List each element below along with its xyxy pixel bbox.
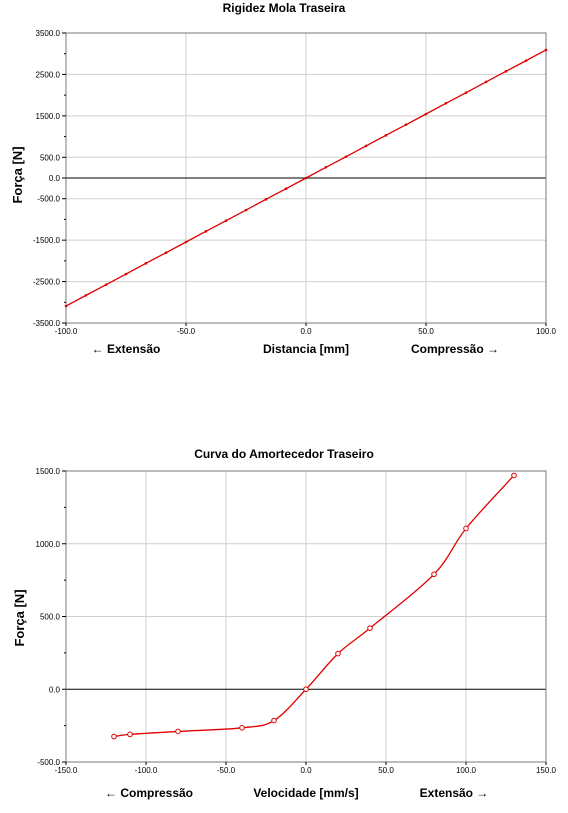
data-point — [224, 219, 228, 222]
y-tick-label: -3500.0 — [33, 319, 61, 328]
data-point — [304, 176, 308, 180]
data-point — [524, 59, 528, 62]
data-point — [364, 144, 368, 148]
data-point — [264, 198, 268, 201]
data-point — [284, 187, 288, 190]
data-point — [464, 91, 468, 94]
data-point — [424, 112, 428, 116]
x-tick-label: -100.0 — [55, 327, 78, 336]
data-point — [144, 262, 148, 265]
data-point — [324, 166, 328, 169]
x-tick-label: -50.0 — [177, 327, 196, 336]
spring-stiffness-chart: Rigidez Mola Traseira Força [N] ← Extens… — [10, 1, 557, 356]
y-tick-label: 0.0 — [49, 685, 61, 694]
x-tick-label: 50.0 — [418, 327, 434, 336]
data-point — [384, 134, 388, 137]
data-point — [271, 717, 277, 724]
data-point — [127, 731, 133, 738]
data-point — [463, 525, 469, 532]
data-point — [64, 304, 68, 308]
x-tick-label: 100.0 — [536, 327, 557, 336]
data-point — [504, 70, 508, 73]
y-tick-label: -500.0 — [37, 195, 60, 204]
y-tick-label: -1500.0 — [33, 236, 61, 245]
data-point — [431, 571, 437, 578]
y-tick-label: 500.0 — [40, 613, 61, 622]
x-tick-label: -50.0 — [217, 766, 236, 775]
data-point — [444, 102, 448, 105]
y-tick-label: 1500.0 — [36, 467, 61, 476]
data-point — [84, 294, 88, 297]
y-tick-label: 1500.0 — [36, 112, 61, 121]
y-axis-label: Força [N] — [12, 589, 27, 646]
x-tick-label: 0.0 — [300, 766, 312, 775]
chart-title: Rigidez Mola Traseira — [223, 1, 346, 15]
direction-left-label: ← Extensão — [92, 342, 161, 356]
x-tick-label: 50.0 — [378, 766, 394, 775]
data-point — [124, 272, 128, 276]
data-point — [511, 472, 517, 479]
data-point — [303, 686, 309, 693]
x-tick-label: 100.0 — [456, 766, 477, 775]
y-tick-label: 500.0 — [40, 153, 61, 162]
x-tick-label: 150.0 — [536, 766, 557, 775]
data-point — [404, 123, 408, 126]
x-axis-label: Velocidade [mm/s] — [253, 786, 358, 800]
data-point — [111, 733, 117, 740]
x-tick-label: 0.0 — [300, 327, 312, 336]
data-point — [175, 728, 181, 735]
data-point — [244, 208, 248, 212]
y-tick-label: -500.0 — [37, 758, 60, 767]
data-point — [344, 155, 348, 158]
chart-title: Curva do Amortecedor Traseiro — [194, 447, 374, 461]
data-point — [204, 230, 208, 233]
x-tick-label: -150.0 — [55, 766, 78, 775]
y-tick-label: 2500.0 — [36, 70, 61, 79]
data-point — [184, 240, 188, 244]
y-tick-label: 3500.0 — [36, 29, 61, 38]
direction-right-label: Extensão → — [420, 786, 489, 800]
y-axis-label: Força [N] — [10, 146, 25, 203]
data-point — [484, 80, 488, 84]
y-tick-label: -2500.0 — [33, 278, 61, 287]
data-point — [544, 48, 548, 52]
data-point — [164, 251, 168, 254]
direction-left-label: ← Compressão — [105, 786, 193, 800]
y-tick-label: 0.0 — [49, 174, 61, 183]
data-point — [335, 650, 341, 657]
data-point — [104, 283, 108, 286]
direction-right-label: Compressão → — [411, 342, 499, 356]
data-point — [239, 725, 245, 731]
damper-curve-chart: Curva do Amortecedor Traseiro Força [N] … — [12, 447, 557, 800]
x-tick-label: -100.0 — [135, 766, 158, 775]
data-point — [367, 625, 373, 631]
y-tick-label: 1000.0 — [36, 540, 61, 549]
x-axis-label: Distancia [mm] — [263, 342, 349, 356]
